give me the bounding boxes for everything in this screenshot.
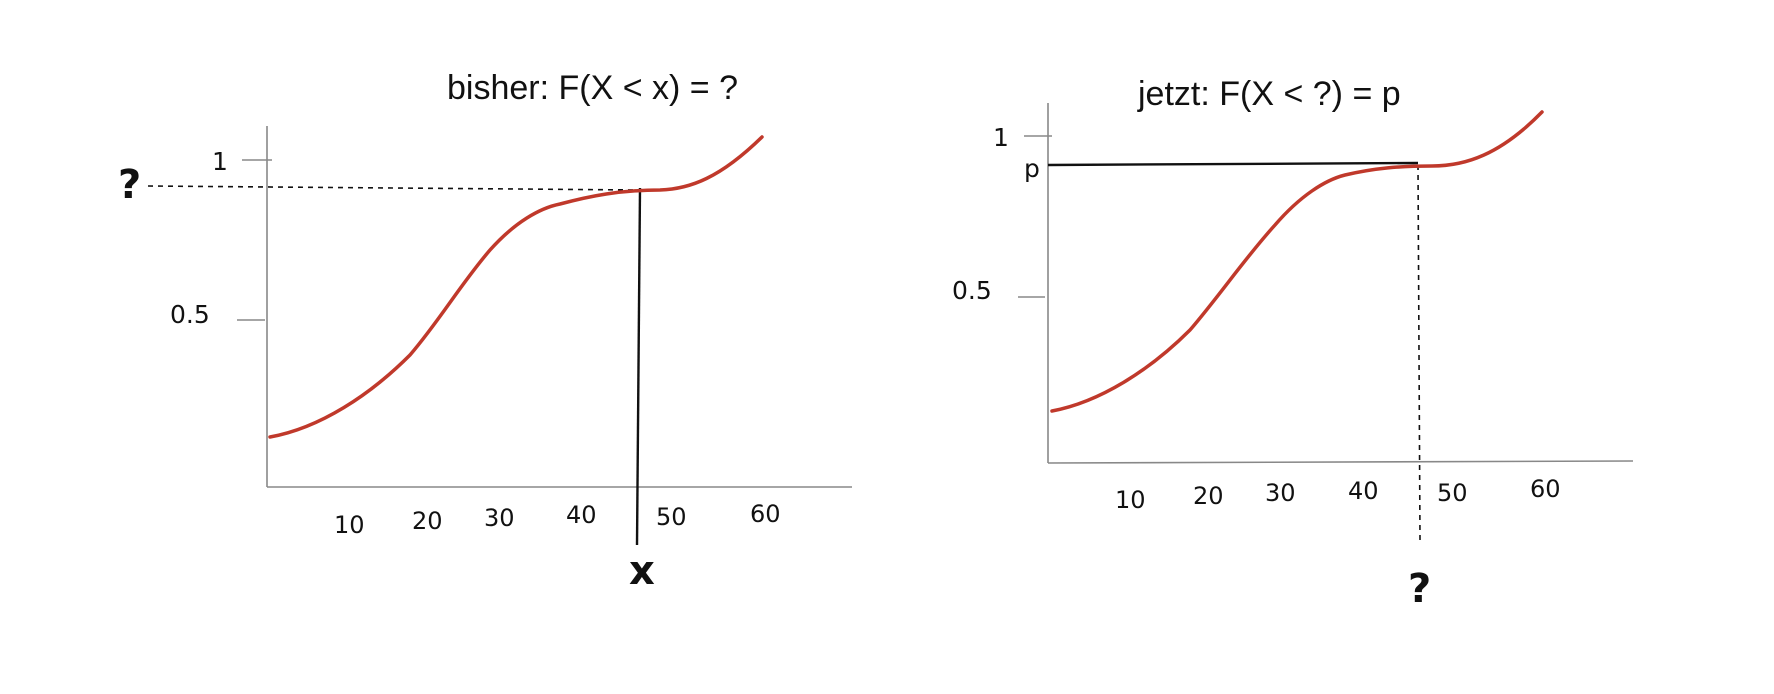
left-y-label-1: 1 — [212, 147, 228, 176]
right-x-label-40: 40 — [1348, 477, 1379, 505]
right-x-label-10: 10 — [1115, 486, 1146, 514]
right-x-label-20: 20 — [1193, 482, 1224, 510]
left-cdf-curve — [268, 135, 764, 439]
right-x-label-60: 60 — [1530, 475, 1561, 503]
right-title: jetzt: F(X < ?) = p — [1137, 75, 1401, 113]
left-title: bisher: F(X < x) = ? — [447, 69, 738, 107]
right-vertical-guide — [1417, 164, 1421, 541]
right-y-label-p: p — [1024, 154, 1040, 183]
right-horizontal-guide — [1047, 161, 1419, 167]
right-cdf-curve — [1050, 110, 1544, 413]
left-x-label-50: 50 — [656, 503, 687, 531]
right-y-label-1: 1 — [993, 123, 1009, 152]
right-x-label-50: 50 — [1437, 479, 1468, 507]
left-y-label-05: 0.5 — [170, 300, 210, 329]
right-panel: jetzt: F(X < ?) = p 1 p 0.5 ? 10 20 30 4… — [952, 75, 1634, 612]
left-horizontal-guide — [147, 185, 641, 191]
right-x-label-30: 30 — [1265, 479, 1296, 507]
left-x-label-20: 20 — [412, 507, 443, 535]
left-x-label-60: 60 — [750, 500, 781, 528]
right-x-axis — [1047, 460, 1634, 464]
right-y-label-05: 0.5 — [952, 276, 992, 305]
left-x-label-10: 10 — [334, 511, 365, 539]
left-x-label-30: 30 — [484, 504, 515, 532]
left-x-marker: x — [629, 548, 655, 594]
right-x-marker: ? — [1408, 566, 1431, 612]
left-y-marker: ? — [118, 162, 141, 208]
left-panel: bisher: F(X < x) = ? 1 0.5 ? x 10 20 30 … — [118, 69, 852, 594]
left-vertical-guide — [635, 187, 642, 546]
left-x-label-40: 40 — [566, 501, 597, 529]
